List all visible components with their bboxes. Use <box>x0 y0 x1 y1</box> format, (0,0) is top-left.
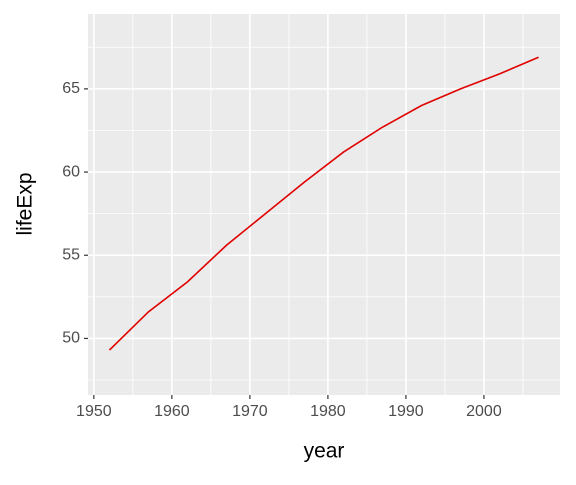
y-tick-label: 60 <box>62 163 80 180</box>
x-tick-label: 1960 <box>154 403 190 420</box>
marks <box>108 56 539 351</box>
x-axis-title: year <box>304 440 345 463</box>
y-axis-title: lifeExp <box>14 172 37 235</box>
panel <box>88 14 560 395</box>
y-tick-label: 65 <box>62 80 80 97</box>
x-tick-label: 1970 <box>232 403 268 420</box>
x-tick-label: 1950 <box>76 403 112 420</box>
y-tick-label: 50 <box>62 330 80 347</box>
x-tick-label: 2000 <box>466 403 502 420</box>
y-tick-label: 55 <box>62 246 80 263</box>
x-tick-label: 1980 <box>310 403 346 420</box>
x-tick-label: 1990 <box>388 403 424 420</box>
line <box>108 56 539 351</box>
